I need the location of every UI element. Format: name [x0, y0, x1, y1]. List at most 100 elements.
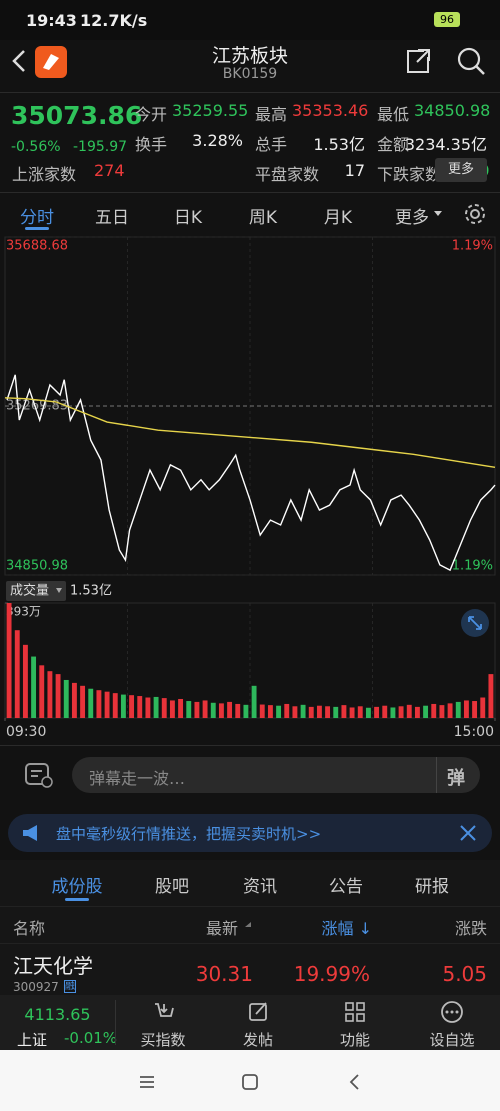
volume-bar	[284, 703, 290, 718]
volume-bar	[333, 706, 339, 718]
pct-label: 1.19%	[452, 559, 493, 574]
index-value[interactable]: 4113.65	[24, 1005, 91, 1024]
stat-label: 平盘家数	[255, 165, 320, 184]
back-key[interactable]	[347, 1073, 361, 1091]
stat-value: 274	[94, 161, 125, 180]
stat-value: 3.28%	[192, 131, 243, 150]
volume-bar	[243, 704, 249, 718]
menu-key[interactable]	[138, 1074, 156, 1090]
dropdown-icon	[434, 211, 442, 216]
volume-bar	[137, 696, 143, 718]
pct-label: 1.19%	[452, 239, 493, 254]
danmu-toggle[interactable]	[24, 761, 54, 789]
stock-change: 5.05	[442, 962, 487, 986]
settings-button[interactable]	[463, 202, 487, 226]
nav-item[interactable]: 发帖	[242, 1031, 273, 1049]
divider	[0, 192, 500, 193]
status-bar	[0, 0, 500, 40]
chart-tab[interactable]: 周K	[248, 208, 278, 228]
sub-tab[interactable]: 资讯	[243, 877, 277, 897]
nav-item[interactable]: 设自选	[429, 1031, 475, 1049]
volume-bar	[374, 706, 380, 718]
nav-item[interactable]: 功能	[339, 1031, 370, 1049]
sort-icon	[245, 922, 251, 927]
divider	[0, 906, 500, 907]
constituents-panel	[0, 860, 500, 995]
volume-bar	[55, 674, 61, 718]
volume-bar	[22, 644, 28, 718]
y-tick-label: 393万	[6, 605, 41, 619]
volume-bar	[398, 706, 404, 718]
volume-bar	[145, 697, 151, 718]
stat-value: 17	[344, 161, 365, 180]
sub-tab[interactable]: 研报	[415, 877, 449, 897]
volume-bar	[6, 603, 12, 718]
volume-bar	[169, 700, 175, 718]
column-header[interactable]: 涨幅 ↓	[321, 919, 373, 938]
home-key[interactable]	[241, 1073, 259, 1091]
index-name: 上证	[17, 1031, 48, 1049]
volume-bar	[316, 705, 322, 718]
stat-value: 35259.55	[172, 101, 249, 120]
change-pct: -0.56%	[11, 139, 61, 155]
volume-bar	[178, 698, 184, 718]
x-tick-label: 15:00	[454, 724, 494, 740]
stat-label: 总手	[255, 135, 288, 154]
volume-bar	[463, 700, 469, 718]
stat-label: 换手	[135, 135, 168, 154]
y-tick-label: 35688.68	[6, 239, 68, 254]
price-line	[6, 374, 496, 572]
sub-tab[interactable]: 股吧	[155, 877, 189, 897]
search-button[interactable]	[456, 46, 486, 76]
divider	[0, 92, 500, 93]
stock-name[interactable]: 江天化学	[13, 954, 93, 978]
volume-bar	[120, 694, 126, 718]
back-button[interactable]	[8, 48, 32, 74]
volume-bar	[186, 701, 192, 718]
system-nav	[0, 1050, 500, 1111]
danmu-input[interactable]	[72, 757, 480, 793]
sub-tab[interactable]: 成份股	[51, 877, 103, 897]
expand-button[interactable]	[461, 609, 489, 637]
volume-bar	[455, 701, 461, 718]
margin-badge: 融	[64, 980, 76, 993]
intraday-chart: 34850.98 35269.83 35688.68 1.19% 1.19% 成交量 1.5…	[4, 236, 496, 740]
column-header[interactable]: 涨跌	[454, 919, 487, 938]
volume-bar	[218, 703, 224, 718]
notice-bar[interactable]	[8, 814, 492, 852]
divider	[0, 745, 500, 746]
volume-total: 1.53亿	[70, 584, 112, 599]
volume-bar	[31, 656, 37, 718]
volume-bar	[300, 704, 306, 718]
more-button[interactable]: 更多	[435, 158, 487, 182]
status-time: 19:43	[26, 11, 77, 30]
volume-bar	[227, 701, 233, 718]
volume-bar	[153, 696, 159, 718]
stat-value: 1.53亿	[313, 135, 365, 154]
battery: 96	[434, 12, 460, 27]
column-header[interactable]: 最新	[205, 919, 238, 938]
volume-bar	[431, 703, 437, 718]
chart-tab[interactable]: 日K	[173, 208, 203, 228]
volume-bar	[88, 688, 94, 718]
close-notice[interactable]	[459, 824, 477, 842]
chart-tab[interactable]: 月K	[323, 208, 353, 228]
nav-icon	[441, 1001, 463, 1023]
index-change: -0.01%	[64, 1029, 118, 1047]
chart-tab[interactable]: 更多	[395, 208, 429, 228]
volume-bar	[112, 693, 118, 718]
danmu-button[interactable]: 弹	[447, 768, 465, 789]
volume-bar	[71, 682, 77, 718]
volume-bar	[235, 703, 241, 718]
last-price: 35073.86	[11, 101, 143, 130]
sub-tab[interactable]: 公告	[329, 877, 363, 897]
chart-tab[interactable]: 五日	[95, 208, 129, 228]
volume-bar	[472, 701, 478, 718]
page-title: 江苏板块	[211, 45, 288, 67]
volume-frame	[4, 602, 496, 719]
volume-bar	[80, 685, 86, 718]
chart-tab[interactable]: 分时	[20, 208, 54, 228]
nav-item[interactable]: 买指数	[140, 1031, 186, 1049]
share-button[interactable]	[404, 47, 432, 75]
